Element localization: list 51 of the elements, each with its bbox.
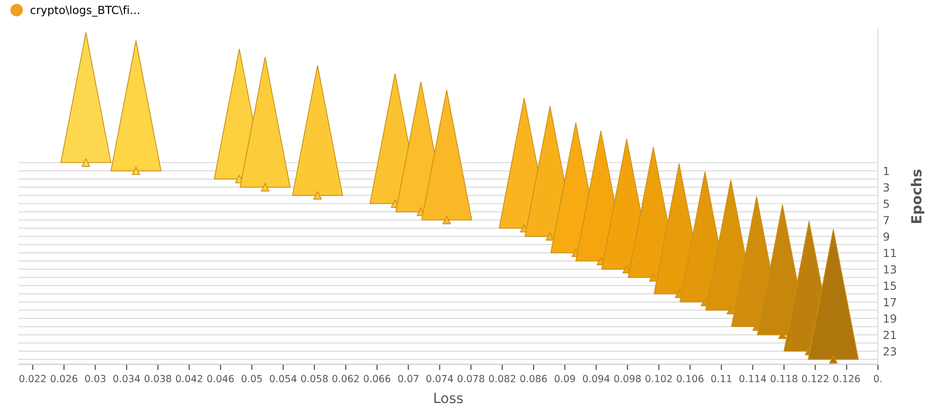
x-tick-label: 0.126	[833, 374, 860, 382]
point	[260, 182, 270, 192]
x-tick-label: 0.114	[739, 374, 766, 382]
point	[829, 355, 838, 364]
y-tick-label: 23	[884, 347, 896, 356]
point	[313, 191, 322, 200]
x-tick-label: 0.07	[398, 374, 418, 382]
x-tick-label: 0.034	[113, 374, 140, 382]
legend-label: crypto\logs_BTC\fi...	[30, 6, 140, 17]
x-tick-label: 0.03	[85, 374, 106, 382]
x-tick-label: 0.11	[711, 374, 732, 382]
point	[442, 216, 451, 224]
y-tick-label: 7	[884, 216, 889, 224]
point	[132, 166, 140, 176]
y-tick-label: 5	[884, 200, 889, 208]
x-tick-label: 0.102	[646, 374, 672, 382]
x-tick-label: 0.054	[270, 374, 296, 382]
y-tick-label: 1	[884, 166, 889, 176]
x-tick-label: 0.09	[554, 374, 576, 382]
x-tick-label: 0.026	[50, 374, 78, 382]
y-tick-label: 15	[884, 282, 896, 290]
x-tick-label: 0.082	[488, 374, 516, 382]
x-tick-label: 0.094	[582, 374, 610, 382]
y-tick-label: 19	[884, 314, 896, 323]
x-tick-label: 0.022	[19, 374, 46, 382]
point	[778, 330, 787, 340]
y-axis-title: Epochs	[910, 170, 924, 224]
y-tick-label: 21	[884, 330, 896, 340]
x-tick-label: 0.05	[242, 374, 262, 382]
x-tick-label: 0.066	[364, 374, 390, 382]
x-tick-label: 0.098	[614, 374, 641, 382]
point	[546, 232, 554, 241]
x-tick-label: 0.046	[207, 374, 234, 382]
x-tick-label: 0.038	[144, 374, 172, 382]
y-tick-label: 17	[884, 298, 896, 306]
x-tick-label: 0.042	[176, 374, 202, 382]
x-tick-label: 0.118	[770, 374, 798, 382]
y-tick-label: 3	[884, 183, 889, 192]
y-tick-label: 9	[883, 232, 890, 241]
x-tick-label: 0.058	[301, 374, 328, 382]
x-tick-label: 0.122	[802, 374, 828, 382]
x-tick-label: 0.106	[676, 374, 704, 382]
x-tick-label: 0.	[874, 374, 882, 382]
x-tick-label: 0.074	[426, 374, 454, 382]
x-tick-label: 0.086	[520, 374, 547, 382]
x-tick-label: 0.062	[332, 374, 359, 382]
y-tick-label: 11	[884, 248, 896, 258]
x-axis-title: Loss	[434, 392, 463, 404]
x-tick-label: 0.078	[458, 374, 484, 382]
y-tick-label: 13	[884, 265, 896, 274]
point	[82, 158, 90, 167]
